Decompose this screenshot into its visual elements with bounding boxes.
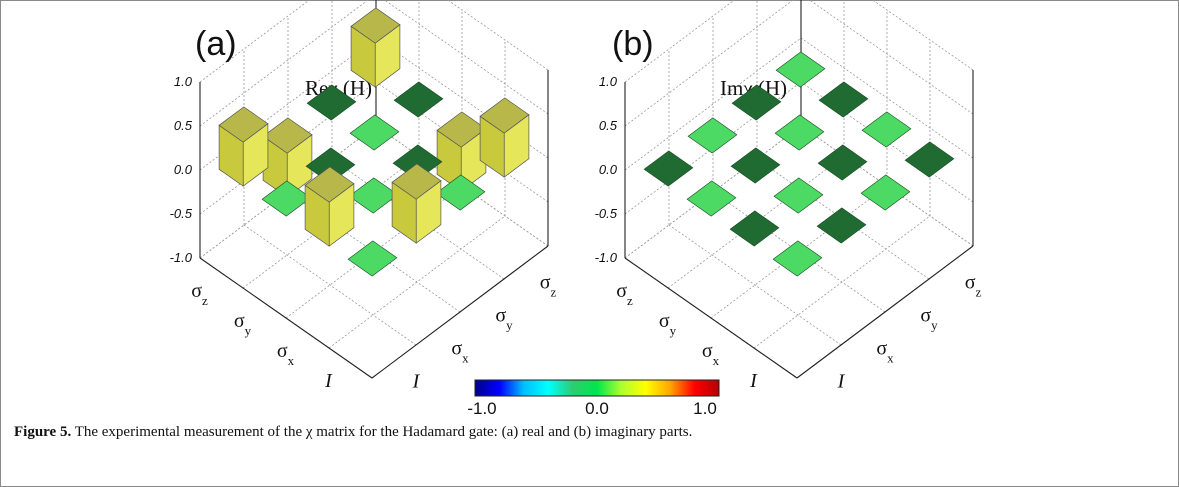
bar-tile bbox=[817, 208, 866, 243]
row-axis-label: I bbox=[749, 370, 758, 392]
bar bbox=[392, 164, 441, 243]
row-axis-label: σy bbox=[234, 310, 252, 338]
bar-tile bbox=[775, 115, 824, 150]
figure-caption: Figure 5. The experimental measurement o… bbox=[14, 424, 692, 441]
panel-label: (a) bbox=[195, 25, 237, 63]
panel-label: (b) bbox=[612, 25, 654, 63]
row-axis-label: I bbox=[324, 370, 333, 392]
bar-tile bbox=[688, 118, 737, 153]
col-axis-label: σy bbox=[920, 305, 938, 333]
bar-tile bbox=[348, 241, 397, 276]
bar-tile bbox=[687, 181, 736, 216]
z-tick-label: -0.5 bbox=[170, 206, 193, 221]
bar bbox=[480, 98, 529, 177]
z-tick-label: 0.5 bbox=[599, 118, 618, 133]
bar-tile bbox=[773, 241, 822, 276]
bar bbox=[219, 107, 268, 186]
row-axis-label: σz bbox=[191, 280, 208, 308]
z-tick-label: -1.0 bbox=[170, 250, 193, 265]
bar-marks bbox=[219, 8, 529, 276]
row-axis-label: σz bbox=[616, 280, 633, 308]
z-tick-label: 0.5 bbox=[174, 118, 193, 133]
bar-tile bbox=[861, 175, 910, 210]
colorbar: -1.0 0.0 1.0 bbox=[467, 380, 719, 418]
bar-tile bbox=[819, 82, 868, 117]
bar-tile bbox=[818, 145, 867, 180]
colorbar-max-label: 1.0 bbox=[693, 399, 717, 418]
row-axis-label: σx bbox=[277, 340, 295, 368]
bar-marks bbox=[644, 52, 954, 276]
z-tick-label: -0.5 bbox=[595, 206, 618, 221]
col-axis-label: σx bbox=[876, 338, 894, 366]
z-tick-label: 0.0 bbox=[174, 162, 193, 177]
caption-label: Figure 5. bbox=[14, 424, 71, 440]
colorbar-gradient bbox=[475, 380, 719, 396]
colorbar-mid-label: 0.0 bbox=[585, 399, 609, 418]
bar-tile bbox=[731, 148, 780, 183]
bar-tile bbox=[862, 112, 911, 147]
bar-tile bbox=[730, 211, 779, 246]
z-tick-label: -1.0 bbox=[595, 250, 618, 265]
z-tick-label: 1.0 bbox=[174, 74, 193, 89]
col-axis-label: σz bbox=[965, 272, 982, 300]
bar bbox=[305, 167, 354, 246]
col-axis-label: σx bbox=[451, 338, 469, 366]
col-axis-label: σy bbox=[495, 305, 513, 333]
col-axis-label: I bbox=[837, 371, 846, 393]
colorbar-min-label: -1.0 bbox=[467, 399, 496, 418]
bar-tile bbox=[350, 115, 399, 150]
bar-tile bbox=[262, 181, 311, 216]
row-axis-label: σy bbox=[659, 310, 677, 338]
bar-tile bbox=[394, 82, 443, 117]
bar-tile bbox=[349, 178, 398, 213]
row-axis-label: σx bbox=[702, 340, 720, 368]
bar-tile bbox=[774, 178, 823, 213]
caption-text: The experimental measurement of the χ ma… bbox=[71, 424, 692, 440]
col-axis-label: I bbox=[412, 371, 421, 393]
z-tick-label: 0.0 bbox=[599, 162, 618, 177]
col-axis-label: σz bbox=[540, 272, 557, 300]
bar-tile bbox=[436, 175, 485, 210]
bar-tile bbox=[905, 142, 954, 177]
bar-tile bbox=[644, 151, 693, 186]
z-tick-label: 1.0 bbox=[599, 74, 618, 89]
bar bbox=[351, 8, 400, 87]
